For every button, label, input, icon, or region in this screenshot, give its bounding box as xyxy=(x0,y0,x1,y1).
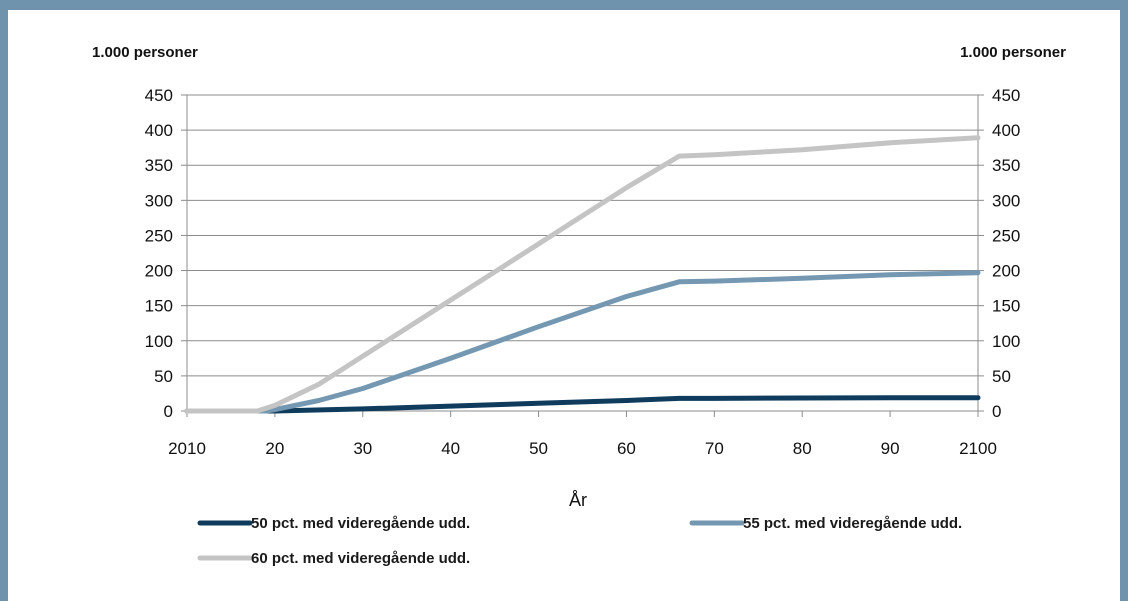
y-tick-label-right: 100 xyxy=(992,332,1020,351)
left-unit-label: 1.000 personer xyxy=(92,44,198,61)
right-unit-label: 1.000 personer xyxy=(960,44,1066,61)
y-tick-label-right: 250 xyxy=(992,226,1020,245)
gridlines xyxy=(187,94,978,377)
chart-panel: 1.000 personer 1.000 personer 0 0 50 50 100 1… xyxy=(8,10,1120,601)
x-tick-label: 80 xyxy=(793,439,812,458)
x-tick-label: 2100 xyxy=(959,439,997,458)
y-tick-label-left: 450 xyxy=(145,86,173,105)
y-tick-label-right: 450 xyxy=(992,86,1020,105)
line-chart: 1.000 personer 1.000 personer 0 0 50 50 100 1… xyxy=(92,44,1066,567)
y-tick-label-right: 400 xyxy=(992,121,1020,140)
legend-label-3: 60 pct. med videregående udd. xyxy=(251,550,470,567)
y-tick-label-left: 200 xyxy=(145,262,173,281)
legend-label-2: 55 pct. med videregående udd. xyxy=(743,515,962,532)
legend-label-1: 50 pct. med videregående udd. xyxy=(251,515,470,532)
y-tick-label-right: 0 xyxy=(992,402,1001,421)
tick-labels: 0 0 50 50 100 100 150 150 200 200 250 250 300 300 350 3… xyxy=(145,86,1021,458)
x-axis-title: År xyxy=(569,490,587,510)
x-tick-label: 2010 xyxy=(168,439,206,458)
x-tick-label: 90 xyxy=(881,439,900,458)
series-lines xyxy=(184,135,981,414)
y-tick-label-left: 250 xyxy=(145,226,173,245)
x-tick-label: 70 xyxy=(705,439,724,458)
x-tick-label: 30 xyxy=(353,439,372,458)
legend: 50 pct. med videregående udd. 55 pct. med… xyxy=(197,515,962,567)
x-tick-label: 20 xyxy=(265,439,284,458)
x-tick-label: 60 xyxy=(617,439,636,458)
y-tick-label-left: 150 xyxy=(145,297,173,316)
y-tick-label-right: 350 xyxy=(992,156,1020,175)
y-tick-label-right: 150 xyxy=(992,297,1020,316)
series-line-2 xyxy=(184,270,981,414)
y-tick-label-left: 100 xyxy=(145,332,173,351)
x-tick-label: 50 xyxy=(529,439,548,458)
y-tick-label-left: 0 xyxy=(164,402,173,421)
x-tick-label: 40 xyxy=(441,439,460,458)
y-tick-label-right: 300 xyxy=(992,191,1020,210)
y-tick-label-right: 200 xyxy=(992,262,1020,281)
y-tick-label-left: 350 xyxy=(145,156,173,175)
series-line-3 xyxy=(184,135,981,414)
y-tick-label-left: 400 xyxy=(145,121,173,140)
y-tick-label-right: 50 xyxy=(992,367,1011,386)
y-tick-label-left: 50 xyxy=(154,367,173,386)
y-tick-label-left: 300 xyxy=(145,191,173,210)
